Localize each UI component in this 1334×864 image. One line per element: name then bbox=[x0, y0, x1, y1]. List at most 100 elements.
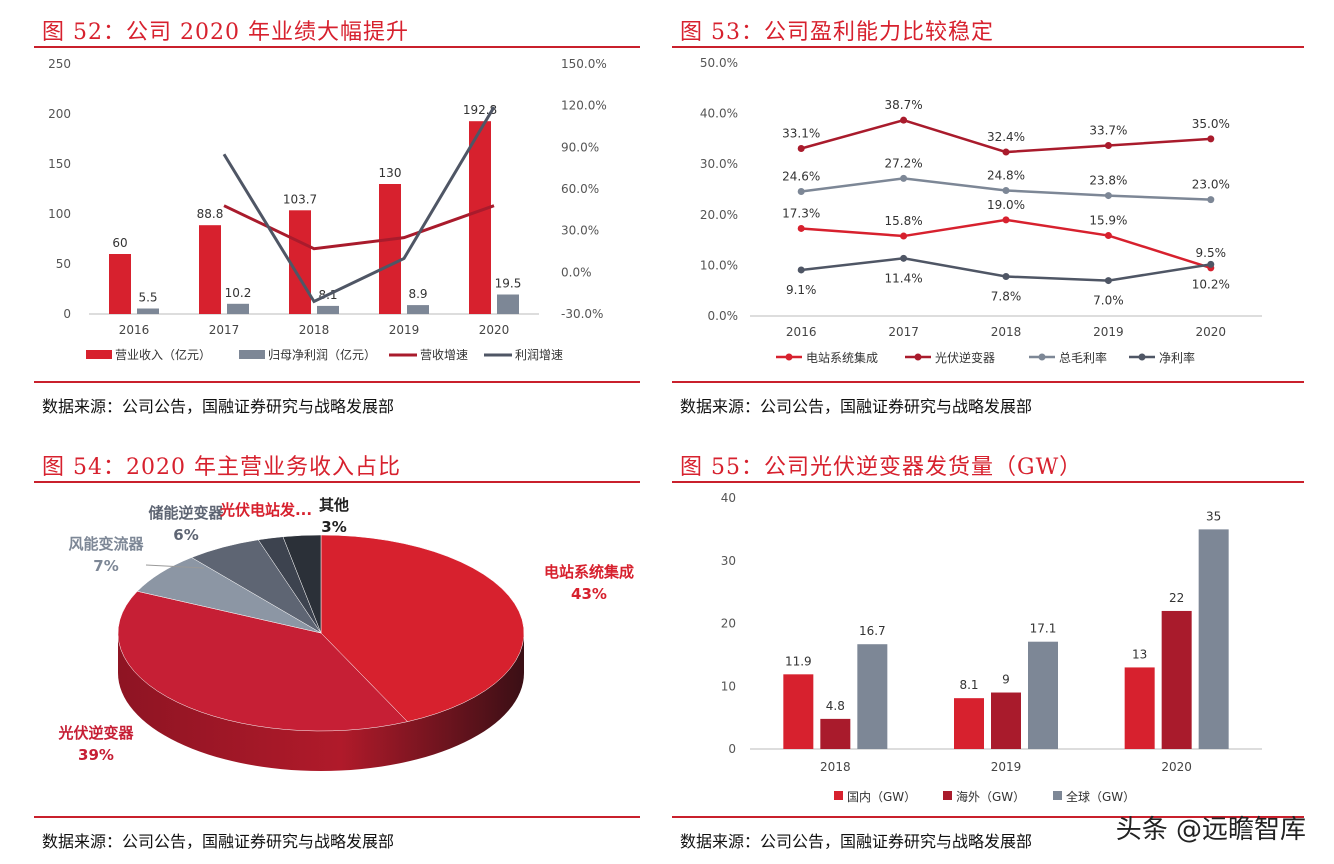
x-tick-label: 2017 bbox=[888, 325, 919, 339]
title-rule bbox=[672, 481, 1304, 483]
bar bbox=[1124, 667, 1155, 749]
data-label: 24.6% bbox=[782, 170, 820, 184]
legend-label: 归母净利润（亿元） bbox=[268, 347, 376, 362]
source-note: 数据来源：公司公告，国融证券研究与战略发展部 bbox=[680, 397, 1033, 416]
legend-swatch bbox=[834, 791, 843, 800]
x-tick-label: 2019 bbox=[389, 323, 420, 337]
slice-name-label: 光伏逆变器 bbox=[57, 724, 134, 742]
data-point bbox=[900, 232, 908, 240]
data-label: 19.0% bbox=[987, 198, 1025, 212]
y-tick-label: 50.0% bbox=[700, 56, 738, 70]
title-rule bbox=[34, 481, 640, 483]
data-label: 9 bbox=[1002, 673, 1010, 687]
legend-label: 国内（GW） bbox=[847, 790, 916, 804]
y2-tick-label: 90.0% bbox=[561, 140, 599, 154]
slice-value-label: 3% bbox=[321, 518, 346, 536]
x-tick-label: 2016 bbox=[119, 323, 150, 337]
data-label: 103.7 bbox=[283, 192, 317, 206]
x-tick-label: 2020 bbox=[1196, 325, 1227, 339]
y-tick-label: 30 bbox=[721, 554, 736, 568]
data-point bbox=[900, 116, 908, 124]
data-point bbox=[1002, 148, 1010, 156]
slice-name-label: 光伏电站发... bbox=[219, 501, 312, 519]
chart-52-svg: 250 200 150 100 50 0 150.0% 120.0% 90.0% 60.0% 30.… bbox=[48, 57, 607, 362]
y2-tick-label: 120.0% bbox=[561, 99, 607, 113]
y-tick-label: 0.0% bbox=[708, 309, 739, 323]
data-label: 8.9 bbox=[408, 287, 427, 301]
x-tick-label: 2018 bbox=[820, 760, 851, 774]
pie-slice bbox=[282, 534, 322, 634]
legend-marker bbox=[1138, 353, 1146, 361]
slice-value-label: 7% bbox=[93, 557, 118, 575]
source-rule bbox=[672, 816, 1304, 818]
y-tick-label: 0 bbox=[63, 307, 71, 321]
data-label: 22 bbox=[1169, 591, 1184, 605]
data-point bbox=[797, 188, 805, 196]
slice-name-label: 其他 bbox=[319, 496, 349, 514]
chart-55-svg: 40 30 20 10 0 2018 11.9 4.8 16.7 2019 8.1 9 17.1 2020… bbox=[721, 491, 1262, 804]
y-tick-label: 40 bbox=[721, 491, 736, 505]
y2-tick-label: 60.0% bbox=[561, 182, 599, 196]
data-label: 11.9 bbox=[785, 654, 812, 668]
source-note: 数据来源：公司公告，国融证券研究与战略发展部 bbox=[42, 397, 395, 416]
x-tick-label: 2019 bbox=[991, 760, 1022, 774]
data-point bbox=[797, 266, 805, 274]
data-label: 33.7% bbox=[1089, 123, 1127, 137]
source-rule bbox=[34, 816, 640, 818]
legend-marker bbox=[1038, 353, 1046, 361]
data-label: 10.2 bbox=[225, 286, 252, 300]
bar bbox=[379, 184, 401, 314]
bar bbox=[1028, 641, 1058, 749]
bar bbox=[783, 674, 814, 749]
data-point bbox=[1104, 277, 1112, 285]
legend-label: 营收增速 bbox=[420, 348, 468, 362]
legend-label: 利润增速 bbox=[515, 348, 563, 362]
data-point bbox=[1207, 196, 1215, 204]
slice-value-label: 6% bbox=[173, 526, 198, 544]
data-point bbox=[1002, 216, 1010, 224]
series-line bbox=[801, 218, 1212, 270]
chart-title: 图 54：2020 年主营业务收入占比 bbox=[42, 455, 401, 480]
x-tick-label: 2020 bbox=[479, 323, 510, 337]
chart-title: 图 53：公司盈利能力比较稳定 bbox=[680, 20, 994, 45]
y-tick-label: 10 bbox=[721, 679, 736, 693]
data-label: 15.8% bbox=[885, 214, 923, 228]
slice-name-label: 风能变流器 bbox=[68, 535, 144, 553]
data-label: 16.7 bbox=[859, 624, 886, 638]
x-tick-label: 2017 bbox=[209, 323, 240, 337]
data-point bbox=[1207, 260, 1215, 268]
chart-title: 图 55：公司光伏逆变器发货量（GW） bbox=[680, 455, 1083, 480]
y-tick-label: 40.0% bbox=[700, 107, 738, 121]
data-label: 24.8% bbox=[987, 169, 1025, 183]
slice-name-label: 储能逆变器 bbox=[148, 504, 224, 522]
legend-label: 营业收入（亿元） bbox=[115, 347, 211, 362]
data-label: 10.2% bbox=[1192, 277, 1230, 291]
bar bbox=[289, 210, 311, 314]
bar bbox=[227, 303, 249, 314]
bar bbox=[109, 254, 131, 314]
data-label: 13 bbox=[1132, 647, 1147, 661]
data-label: 17.1 bbox=[1030, 622, 1057, 636]
source-note: 数据来源：公司公告，国融证券研究与战略发展部 bbox=[42, 832, 395, 851]
legend-label: 全球（GW） bbox=[1066, 789, 1135, 804]
y-tick-label: 0 bbox=[728, 742, 736, 756]
data-label: 33.1% bbox=[782, 127, 820, 141]
data-label: 35 bbox=[1206, 509, 1221, 523]
legend-label: 光伏逆变器 bbox=[935, 350, 995, 365]
bar bbox=[1198, 529, 1229, 749]
legend-label: 净利率 bbox=[1159, 350, 1195, 365]
y2-tick-label: 0.0% bbox=[561, 265, 592, 279]
y-tick-label: 20.0% bbox=[700, 208, 738, 222]
data-point bbox=[1207, 135, 1215, 143]
slice-value-label: 39% bbox=[78, 746, 114, 764]
bar bbox=[820, 718, 851, 749]
y-tick-label: 30.0% bbox=[700, 157, 738, 171]
data-label: 60 bbox=[112, 236, 127, 250]
y-tick-label: 20 bbox=[721, 617, 736, 631]
data-label: 32.4% bbox=[987, 130, 1025, 144]
y-tick-label: 150 bbox=[48, 157, 71, 171]
y-tick-label: 50 bbox=[56, 257, 71, 271]
legend-marker bbox=[785, 353, 793, 361]
series-line bbox=[223, 204, 495, 251]
x-tick-label: 2018 bbox=[299, 323, 330, 337]
